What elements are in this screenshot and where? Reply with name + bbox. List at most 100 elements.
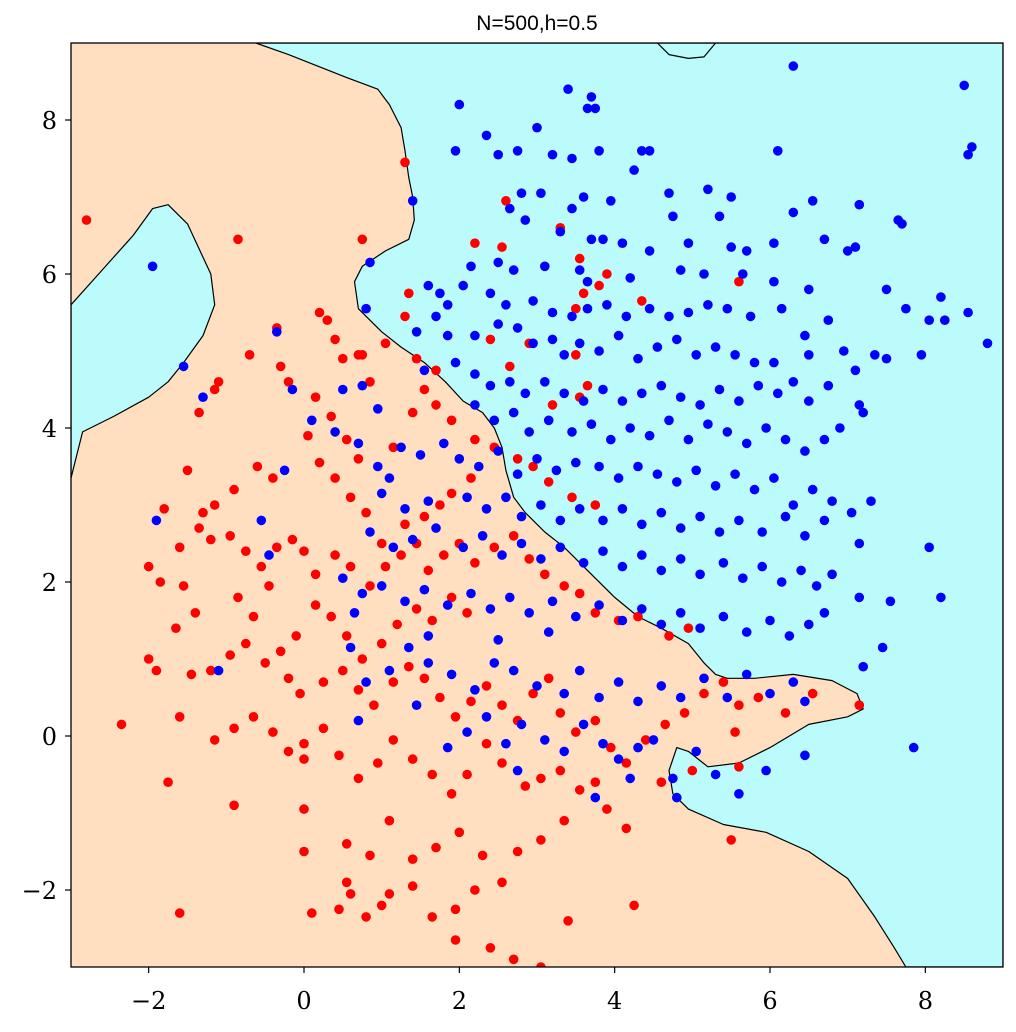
red-point (241, 638, 251, 649)
red-point (209, 735, 220, 745)
blue-point (574, 504, 585, 514)
blue-point (536, 188, 546, 198)
red-point (683, 623, 694, 633)
blue-point (656, 380, 667, 391)
blue-point (489, 415, 500, 426)
blue-point (524, 608, 534, 618)
red-point (303, 430, 313, 441)
red-point (326, 611, 337, 622)
blue-point (613, 473, 624, 483)
red-point (380, 338, 391, 349)
blue-point (365, 527, 375, 537)
blue-point (637, 604, 647, 614)
blue-point (866, 496, 876, 507)
red-point (310, 600, 321, 610)
blue-point (668, 773, 678, 784)
red-point (361, 507, 371, 518)
blue-point (617, 504, 628, 514)
red-point (341, 877, 352, 888)
blue-point (256, 515, 267, 526)
red-point (435, 500, 445, 510)
blue-point (598, 384, 608, 395)
blue-point (431, 311, 441, 322)
blue-point (474, 461, 484, 472)
blue-point (147, 261, 158, 272)
blue-point (388, 542, 399, 553)
red-point (264, 581, 274, 591)
x-tick-label: 2 (452, 987, 467, 1015)
red-point (508, 531, 519, 541)
blue-point (683, 434, 694, 445)
red-point (718, 677, 729, 687)
red-point (590, 608, 601, 618)
x-tick-label: 6 (762, 987, 777, 1015)
red-point (174, 712, 185, 722)
red-point (547, 400, 558, 410)
red-point (310, 392, 321, 403)
red-point (275, 646, 286, 657)
blue-point (349, 608, 360, 618)
x-tick-label: 0 (296, 987, 311, 1015)
blue-point (540, 735, 550, 745)
blue-point (357, 588, 368, 599)
red-point (256, 561, 267, 572)
blue-point (213, 665, 224, 676)
blue-point (481, 504, 492, 514)
blue-point (854, 199, 865, 210)
blue-island-left (71, 204, 216, 479)
red-point (171, 623, 181, 633)
red-point (365, 377, 375, 387)
blue-point (804, 284, 814, 295)
red-point (660, 719, 670, 730)
blue-point (804, 350, 814, 360)
blue-point (613, 754, 624, 764)
red-point (734, 762, 744, 772)
red-point (481, 681, 492, 691)
blue-point (850, 242, 861, 252)
blue-point (571, 457, 581, 468)
red-point (431, 400, 441, 410)
blue-point (178, 361, 189, 372)
blue-point (780, 511, 791, 522)
red-point (446, 488, 457, 499)
blue-point (567, 153, 577, 164)
blue-point (411, 327, 422, 337)
blue-point (807, 484, 818, 495)
red-point (376, 900, 387, 911)
red-point (248, 712, 259, 722)
red-point (225, 531, 235, 541)
blue-point (827, 496, 837, 507)
blue-point (512, 146, 523, 156)
blue-point (644, 430, 655, 441)
red-point (450, 904, 461, 915)
blue-point (800, 750, 810, 761)
blue-point (668, 211, 678, 222)
blue-point (675, 608, 686, 618)
red-point (555, 708, 566, 718)
blue-point (854, 592, 865, 603)
red-point (400, 311, 410, 322)
blue-point (656, 507, 667, 518)
blue-point (419, 365, 430, 376)
red-point (470, 558, 480, 568)
blue-point (598, 515, 608, 526)
red-point (268, 727, 278, 737)
red-point (314, 457, 325, 468)
red-point (174, 908, 185, 918)
blue-point (967, 142, 977, 152)
blue-point (703, 184, 713, 195)
red-point (470, 885, 480, 895)
red-point (341, 631, 352, 641)
red-point (388, 442, 399, 453)
blue-point (699, 673, 709, 684)
red-point (384, 889, 395, 899)
red-point (574, 253, 585, 264)
blue-point (559, 688, 569, 699)
red-point (536, 773, 546, 784)
blue-point (749, 484, 760, 495)
blue-point (672, 792, 682, 803)
blue-point (936, 592, 946, 603)
blue-point (532, 454, 542, 464)
blue-point (901, 303, 911, 314)
blue-point (571, 611, 581, 622)
